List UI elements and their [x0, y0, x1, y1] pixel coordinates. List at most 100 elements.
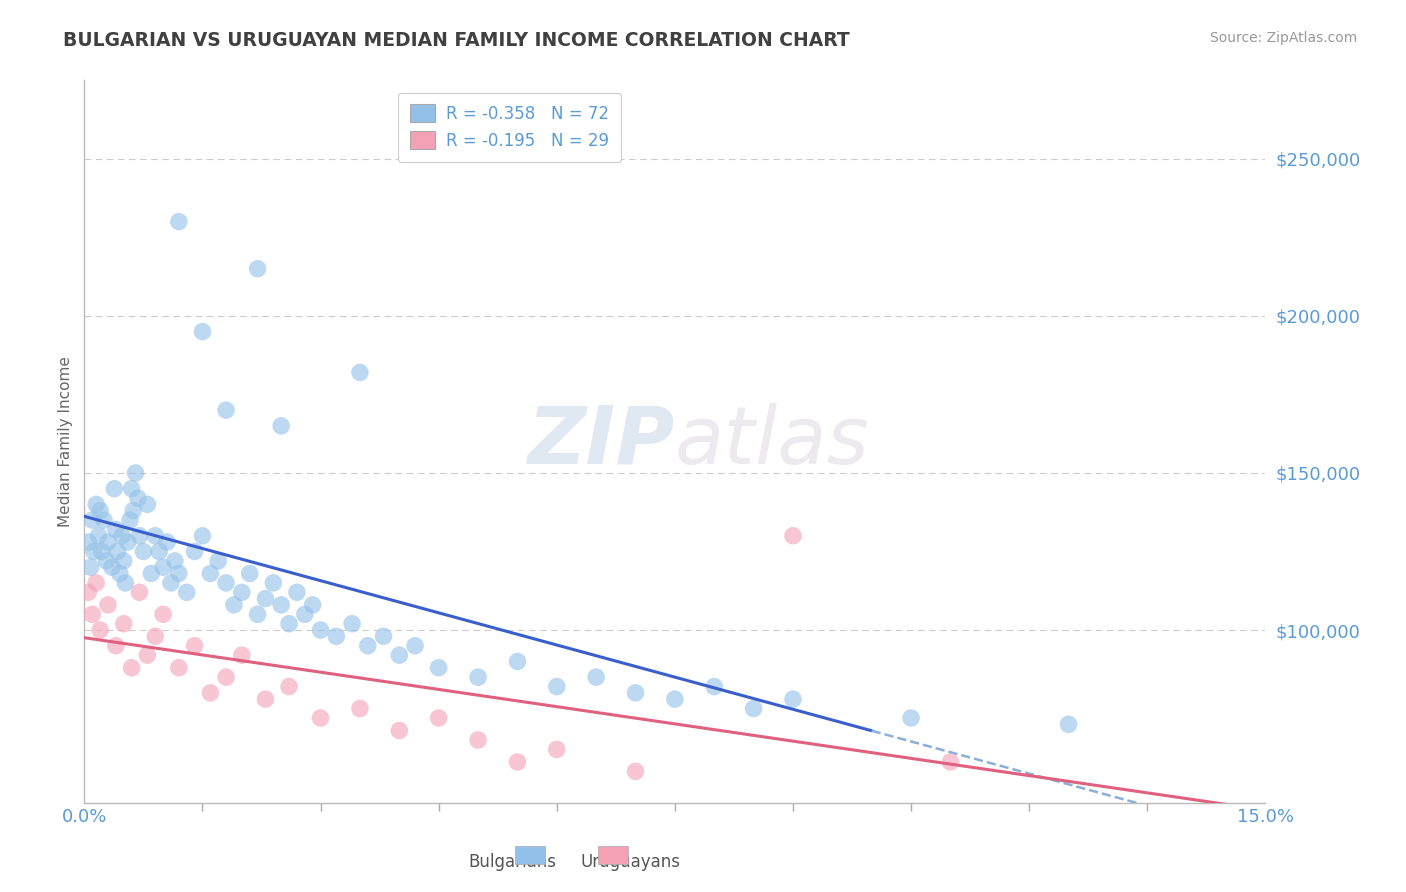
Point	[141, 566, 163, 581]
Point	[506, 755, 529, 769]
Point	[143, 529, 166, 543]
Text: Bulgarians: Bulgarians	[468, 854, 557, 871]
Point	[200, 566, 222, 581]
Text: Uruguayans: Uruguayans	[581, 854, 681, 871]
Point	[167, 566, 190, 581]
Text: BULGARIAN VS URUGUAYAN MEDIAN FAMILY INCOME CORRELATION CHART: BULGARIAN VS URUGUAYAN MEDIAN FAMILY INC…	[63, 31, 851, 50]
Point	[467, 670, 489, 684]
Point	[939, 755, 962, 769]
Point	[191, 325, 214, 339]
Point	[107, 544, 129, 558]
Point	[111, 529, 134, 543]
Text: ZIP: ZIP	[527, 402, 675, 481]
Point	[309, 711, 332, 725]
Point	[624, 686, 647, 700]
Point	[309, 623, 332, 637]
Point	[136, 648, 159, 662]
Y-axis label: Median Family Income: Median Family Income	[58, 356, 73, 527]
Point	[121, 661, 143, 675]
Point	[215, 403, 238, 417]
Point	[132, 544, 155, 558]
Point	[128, 529, 150, 543]
Point	[278, 680, 301, 694]
Point	[89, 503, 111, 517]
Point	[246, 261, 269, 276]
Point	[83, 544, 105, 558]
Point	[215, 575, 238, 590]
Point	[349, 701, 371, 715]
Point	[278, 616, 301, 631]
Point	[101, 560, 124, 574]
Point	[108, 566, 131, 581]
Point	[128, 585, 150, 599]
Point	[467, 733, 489, 747]
Point	[104, 639, 127, 653]
Point	[506, 655, 529, 669]
Point	[207, 554, 229, 568]
Point	[143, 629, 166, 643]
Point	[427, 711, 450, 725]
Point	[254, 591, 277, 606]
Point	[84, 575, 107, 590]
Point	[136, 497, 159, 511]
Point	[357, 639, 380, 653]
Text: Source: ZipAtlas.com: Source: ZipAtlas.com	[1209, 31, 1357, 45]
Point	[96, 554, 118, 568]
Point	[254, 692, 277, 706]
Point	[112, 616, 135, 631]
Legend: R = -0.358   N = 72, R = -0.195   N = 29: R = -0.358 N = 72, R = -0.195 N = 29	[398, 93, 621, 161]
Point	[93, 513, 115, 527]
Point	[77, 585, 100, 599]
Point	[148, 544, 170, 558]
FancyBboxPatch shape	[516, 847, 546, 864]
Point	[87, 529, 110, 543]
Point	[1057, 717, 1080, 731]
FancyBboxPatch shape	[598, 847, 627, 864]
Point	[624, 764, 647, 779]
Point	[246, 607, 269, 622]
Point	[152, 560, 174, 574]
Point	[112, 554, 135, 568]
Point	[156, 535, 179, 549]
Point	[84, 497, 107, 511]
Point	[285, 585, 308, 599]
Point	[103, 482, 125, 496]
Point	[546, 742, 568, 756]
Point	[585, 670, 607, 684]
Point	[270, 598, 292, 612]
Point	[742, 701, 765, 715]
Point	[117, 535, 139, 549]
Point	[703, 680, 725, 694]
Point	[231, 648, 253, 662]
Point	[183, 639, 205, 653]
Point	[900, 711, 922, 725]
Point	[79, 560, 101, 574]
Text: atlas: atlas	[675, 402, 870, 481]
Point	[404, 639, 426, 653]
Point	[77, 535, 100, 549]
Point	[546, 680, 568, 694]
Point	[89, 623, 111, 637]
Point	[114, 575, 136, 590]
Point	[349, 366, 371, 380]
Point	[127, 491, 149, 505]
Point	[782, 692, 804, 706]
Point	[215, 670, 238, 684]
Point	[152, 607, 174, 622]
Point	[104, 523, 127, 537]
Point	[388, 723, 411, 738]
Point	[427, 661, 450, 675]
Point	[301, 598, 323, 612]
Point	[373, 629, 395, 643]
Point	[163, 554, 186, 568]
Point	[231, 585, 253, 599]
Point	[82, 513, 104, 527]
Point	[183, 544, 205, 558]
Point	[118, 513, 141, 527]
Point	[294, 607, 316, 622]
Point	[90, 544, 112, 558]
Point	[325, 629, 347, 643]
Point	[124, 466, 146, 480]
Point	[122, 503, 145, 517]
Point	[388, 648, 411, 662]
